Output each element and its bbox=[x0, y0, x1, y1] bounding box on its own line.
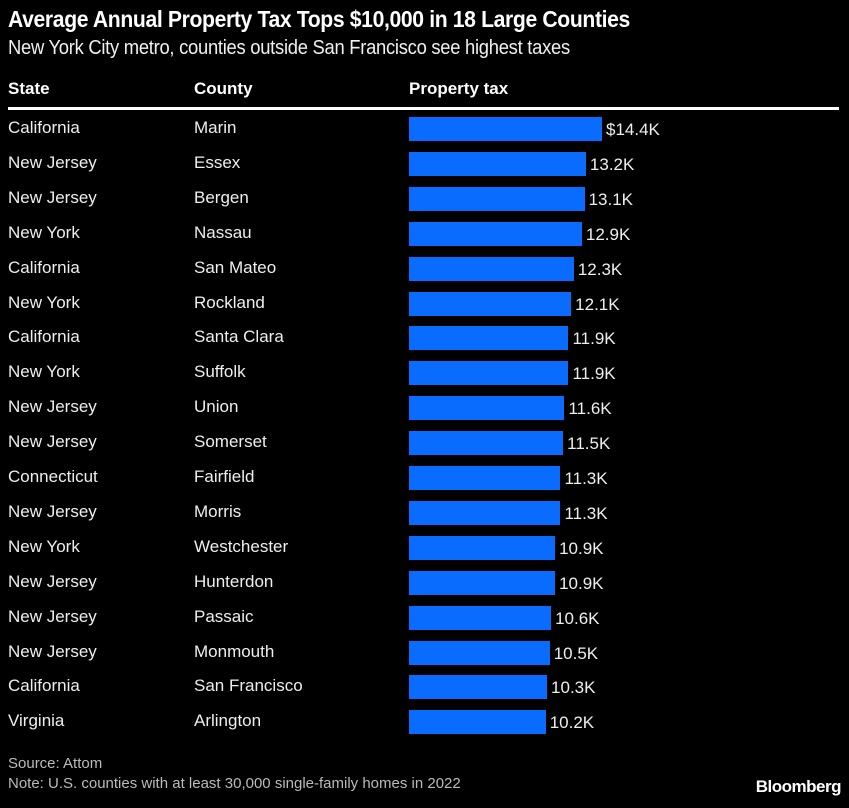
state-cell: California bbox=[8, 257, 80, 277]
data-label: 10.9K bbox=[559, 573, 604, 593]
county-cell: Essex bbox=[194, 152, 241, 172]
state-cell: New York bbox=[8, 536, 80, 556]
county-cell: Fairfield bbox=[194, 467, 255, 486]
data-label: 12.3K bbox=[577, 259, 623, 279]
state-cell: New Jersey bbox=[8, 501, 97, 521]
bar bbox=[409, 117, 602, 141]
county-cell: Rockland bbox=[194, 292, 265, 312]
state-cell: Virginia bbox=[8, 711, 65, 731]
bar bbox=[409, 396, 565, 421]
footnote: Note: U.S. counties with at least 30,000… bbox=[8, 775, 461, 792]
bar bbox=[409, 500, 561, 525]
bar bbox=[409, 605, 552, 630]
state-cell: California bbox=[8, 327, 80, 347]
state-cell: New York bbox=[8, 222, 80, 242]
data-label: 13.1K bbox=[588, 189, 633, 209]
column-header-property-tax: Property tax bbox=[409, 79, 509, 98]
data-label: 12.9K bbox=[585, 224, 631, 244]
bar bbox=[409, 326, 569, 351]
data-label: 10.5K bbox=[553, 643, 599, 663]
county-cell: Monmouth bbox=[194, 641, 275, 661]
county-cell: Westchester bbox=[194, 536, 289, 556]
bar bbox=[409, 675, 548, 700]
state-cell: California bbox=[8, 676, 80, 696]
source-note: Source: Attom bbox=[8, 755, 103, 772]
county-cell: Marin bbox=[194, 118, 237, 137]
data-label: $14.4K bbox=[606, 120, 660, 139]
data-label: 10.9K bbox=[559, 538, 604, 558]
bar bbox=[409, 151, 586, 176]
bar bbox=[409, 256, 574, 281]
county-cell: Nassau bbox=[194, 222, 252, 242]
bar bbox=[409, 710, 546, 735]
county-cell: Morris bbox=[194, 501, 242, 521]
chart-subtitle: New York City metro, counties outside Sa… bbox=[8, 37, 570, 59]
data-label: 11.6K bbox=[568, 399, 612, 419]
bar bbox=[409, 431, 564, 456]
state-cell: New Jersey bbox=[8, 432, 97, 452]
state-cell: New Jersey bbox=[8, 571, 97, 591]
state-cell: New York bbox=[8, 292, 80, 312]
bar bbox=[409, 221, 582, 246]
data-label: 11.5K bbox=[567, 434, 611, 454]
county-cell: Santa Clara bbox=[194, 327, 284, 347]
county-cell: San Francisco bbox=[194, 676, 303, 696]
state-cell: New Jersey bbox=[8, 397, 97, 417]
state-cell: California bbox=[8, 118, 80, 137]
county-cell: Bergen bbox=[194, 187, 249, 207]
data-label: 10.2K bbox=[549, 713, 595, 733]
data-label: 11.9K bbox=[572, 364, 616, 384]
state-cell: New Jersey bbox=[8, 187, 97, 207]
bar bbox=[409, 361, 569, 386]
column-header-county: County bbox=[194, 79, 253, 98]
bar bbox=[409, 570, 556, 595]
state-cell: Connecticut bbox=[8, 467, 98, 486]
data-label: 11.3K bbox=[564, 503, 608, 523]
header-rule bbox=[8, 107, 839, 110]
county-cell: Passaic bbox=[194, 606, 254, 626]
county-cell: Somerset bbox=[194, 432, 267, 452]
bar bbox=[409, 640, 550, 665]
data-label: 11.3K bbox=[564, 469, 608, 488]
bar bbox=[409, 535, 556, 560]
state-cell: New Jersey bbox=[8, 641, 97, 661]
county-cell: Arlington bbox=[194, 711, 262, 731]
bar bbox=[409, 291, 572, 316]
bar bbox=[409, 466, 561, 490]
data-label: 11.9K bbox=[572, 329, 616, 349]
state-cell: New Jersey bbox=[8, 606, 97, 626]
state-cell: New Jersey bbox=[8, 152, 97, 172]
state-cell: New York bbox=[8, 362, 80, 382]
bar bbox=[409, 186, 585, 211]
county-cell: Union bbox=[194, 397, 239, 417]
data-label: 10.6K bbox=[555, 608, 600, 628]
county-cell: Suffolk bbox=[194, 362, 246, 382]
county-cell: Hunterdon bbox=[194, 571, 274, 591]
bloomberg-logo: Bloomberg bbox=[755, 777, 842, 796]
data-label: 13.2K bbox=[589, 154, 635, 174]
data-label: 12.1K bbox=[575, 294, 620, 314]
county-cell: San Mateo bbox=[194, 257, 277, 277]
data-label: 10.3K bbox=[551, 678, 596, 698]
chart-title: Average Annual Property Tax Tops $10,000… bbox=[8, 6, 630, 32]
column-header-state: State bbox=[8, 79, 50, 98]
